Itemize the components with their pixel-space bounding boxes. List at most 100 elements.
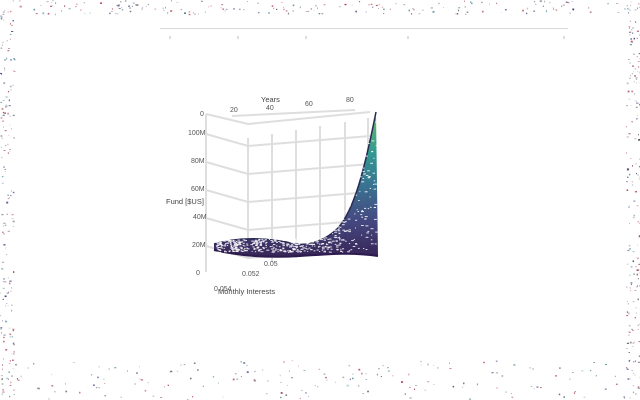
noise-dot [629, 397, 631, 399]
speckle-dot [276, 242, 278, 243]
speckle-dot [373, 207, 376, 208]
noise-dot [411, 13, 413, 15]
noise-dot [629, 31, 632, 33]
speckle-dot [229, 242, 232, 244]
noise-dot [0, 18, 3, 20]
speckle-dot [341, 221, 344, 223]
speckle-dot [258, 250, 261, 252]
speckle-dot [323, 239, 326, 241]
noise-dot [546, 10, 547, 13]
noise-dot [288, 370, 290, 372]
speckle-dot [336, 248, 339, 250]
noise-dot [617, 12, 620, 13]
fund-surface-back-edge [213, 111, 377, 246]
noise-dot [470, 1, 472, 3]
speckle-dot [219, 250, 222, 251]
speckle-dot [220, 242, 222, 244]
speckle-dot [290, 251, 293, 253]
speckle-dot [226, 242, 230, 244]
speckle-dot [259, 241, 262, 243]
noise-dot [634, 93, 636, 95]
speckle-dot [328, 246, 330, 248]
noise-dot [52, 0, 55, 2]
noise-dot [630, 378, 632, 380]
speckle-dot [245, 250, 248, 252]
noise-dot [127, 370, 128, 372]
noise-dot [305, 392, 307, 394]
noise-dot [505, 391, 507, 393]
speckle-dot [370, 243, 374, 245]
noise-dot [629, 223, 630, 225]
speckle-dot [297, 249, 299, 251]
speckle-dot [294, 240, 297, 242]
noise-dot [246, 371, 249, 373]
noise-dot [629, 359, 631, 361]
speckle-dot [251, 244, 253, 246]
x-tick-20: 20 [230, 107, 238, 114]
noise-dot [8, 135, 10, 136]
noise-dot [632, 342, 635, 344]
noise-dot [180, 364, 182, 366]
noise-dot [287, 385, 288, 386]
speckle-dot [289, 246, 292, 248]
noise-dot [638, 341, 640, 343]
noise-dot [637, 66, 640, 68]
noise-dot [83, 2, 85, 4]
speckle-dot [293, 246, 295, 248]
noise-dot [5, 349, 8, 351]
speckle-dot [375, 121, 378, 123]
noise-dot [458, 10, 460, 12]
noise-dot [233, 8, 235, 10]
noise-dot [607, 3, 609, 5]
noise-dot [504, 9, 507, 11]
noise-dot [496, 372, 498, 374]
speckle-dot [339, 238, 341, 240]
noise-dot [634, 341, 636, 343]
speckle-dot [259, 248, 262, 250]
noise-dot [14, 59, 16, 61]
speckle-dot [340, 239, 343, 241]
speckle-dot [277, 251, 279, 253]
noise-dot [7, 112, 9, 115]
noise-dot [626, 181, 628, 183]
noise-dot [631, 181, 633, 183]
speckle-dot [277, 249, 279, 251]
noise-dot [559, 367, 561, 369]
noise-dot [9, 149, 12, 150]
noise-dot [3, 82, 5, 85]
noise-dot [5, 104, 8, 106]
noise-dot [637, 284, 639, 287]
noise-dot [634, 9, 637, 11]
speckle-dot [235, 244, 239, 246]
speckle-dot [237, 239, 240, 241]
speckle-dot [252, 246, 255, 248]
noise-dot [9, 197, 10, 199]
noise-dot [120, 396, 122, 398]
noise-dot [93, 384, 95, 386]
noise-dot [192, 396, 194, 398]
speckle-dot [225, 242, 228, 244]
speckle-dot [282, 243, 285, 245]
speckle-dot [364, 191, 368, 193]
noise-dot [590, 369, 592, 372]
noise-dot [638, 355, 640, 357]
noise-dot [635, 78, 638, 80]
speckle-dot [294, 243, 297, 245]
speckle-dot [295, 247, 298, 249]
speckle-dot [282, 248, 285, 250]
noise-dot [638, 53, 640, 55]
speckle-dot [237, 249, 240, 251]
noise-dot [456, 13, 459, 15]
noise-dot [635, 163, 637, 165]
noise-dot [170, 370, 173, 373]
noise-dot [626, 315, 629, 317]
noise-dot [9, 385, 12, 386]
speckle-dot [370, 239, 373, 241]
noise-dot [8, 99, 10, 102]
noise-dot [144, 389, 147, 392]
noise-dot [6, 201, 9, 204]
speckle-dot [329, 251, 332, 253]
noise-dot [298, 365, 299, 367]
noise-dot [2, 100, 5, 101]
noise-dot [638, 139, 640, 141]
